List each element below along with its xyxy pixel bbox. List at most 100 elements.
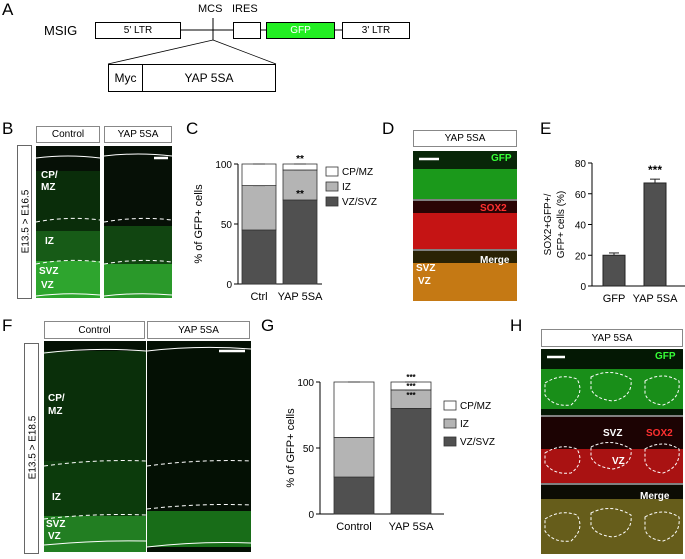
construct-name: MSIG [44,23,78,38]
chart-e-ytick-label-0: 0 [580,282,586,293]
header-yap-d: YAP 5SA [413,130,517,147]
chart-e-xlabel-0: GFP [603,293,626,305]
region-cp-b: CP/ [41,170,58,181]
chart-g-ytick-label-0: 0 [308,510,314,521]
chart-c-xlabel-0: Ctrl [250,291,267,303]
panel-label-c: C [186,119,199,138]
chart-g-annot-2: *** [406,391,416,400]
chart-c-ylabel: % of GFP+ cells [193,184,205,264]
stain-sox2-d: SOX2 [480,203,507,214]
header-control-b: Control [36,126,100,143]
ltr5-box: 5' LTR [95,22,181,39]
chart-g-ylabel: % of GFP+ cells [285,408,297,488]
micrograph-d-art [413,151,517,301]
micrograph-d [413,151,517,301]
chart-c-bar-1-vz-svz [282,199,318,285]
construct-diagram [107,18,342,65]
ires-label: IRES [232,3,258,15]
header-yap-h: YAP 5SA [541,329,683,347]
zoom-line-left [107,39,214,65]
header-control-f: Control [44,321,145,339]
timeline-bracket-f: E13.5 > E18.5 [24,343,39,554]
micrograph-h [541,349,683,554]
micrograph-control-b-art [36,146,100,298]
chart-e-ytick-label-2: 40 [575,221,587,232]
chart-c-bar-1-iz [282,169,318,201]
timeline-label-f: E13.5 > E18.5 [27,415,39,480]
timeline-label-b: E13.5 > E16.5 [20,189,32,254]
chart-e-ytick-label-1: 20 [575,251,587,262]
chart-g-xlabel-1: YAP 5SA [389,521,435,533]
chart-c-bar-0-iz [241,185,277,231]
region-svz-d: SVZ [416,263,436,274]
micrograph-control-f-art [44,341,146,552]
panel-label-e: E [540,119,552,138]
stain-gfp-h: GFP [655,351,676,362]
myc-box: Myc [108,64,143,92]
chart-g-legend-swatch-2 [443,436,457,447]
chart-c-legend-label-2: VZ/SVZ [342,197,377,208]
region-mz-b: MZ [41,182,56,193]
chart-e: 0 20 40 60 80 SOX2+GFP+/GFP+ cells (%) GFP YAP … [543,159,685,305]
chart-g-bar-1-vz-svz [390,408,432,515]
region-cp-f: CP/ [48,393,65,404]
region-vz-b: VZ [41,280,54,291]
gfp-box: GFP [266,22,335,39]
micrograph-control-f [44,341,146,552]
region-svz-b: SVZ [39,266,59,277]
header-yap-f: YAP 5SA [147,321,250,339]
micrograph-control-b [36,146,100,298]
chart-e-ytick-label-3: 60 [575,190,587,201]
region-svz-f: SVZ [46,519,66,530]
chart-g-ytick-label-2: 100 [297,378,314,389]
chart-c-xlabel-1: YAP 5SA [278,291,324,303]
mcs-label: MCS [198,3,223,15]
region-iz-f: IZ [52,492,61,503]
micrograph-yap-f-art [147,341,251,552]
region-svz-h: SVZ [603,428,623,439]
chart-c-legend-label-1: IZ [342,182,351,193]
timeline-bracket-b: E13.5 > E16.5 [17,145,32,299]
panel-label-h: H [510,316,523,335]
chart-g: 0 50 100 % of GFP+ cells Control YAP 5SA CP/MZ… [285,373,495,533]
region-mz-f: MZ [48,406,63,417]
chart-c-legend-label-0: CP/MZ [342,167,373,178]
chart-g-legend-swatch-1 [443,418,457,429]
stain-gfp-d: GFP [491,153,512,164]
panel-label-b: B [2,119,14,138]
stain-merge-d: Merge [480,255,510,266]
chart-g-bar-0-iz [333,437,375,478]
stain-merge-h: Merge [640,491,670,502]
chart-g-annot-0: *** [406,373,416,382]
chart-g-annot-1: *** [406,382,416,391]
chart-g-xlabel-0: Control [336,521,371,533]
chart-g-legend-label-0: CP/MZ [460,401,491,412]
chart-c-annot-1: ** [296,189,304,200]
region-vz-d: VZ [418,276,431,287]
micrograph-h-art [541,349,683,554]
micrograph-yap-f [147,341,251,552]
chart-c-bar-0-cp-mz [241,163,277,187]
chart-c-bar-0-vz-svz [241,229,277,285]
chart-c-ytick-label-0: 0 [226,280,232,291]
region-vz-f: VZ [48,531,61,542]
chart-e-bar-0 [602,254,626,287]
chart-c-legend-swatch-0 [325,166,339,177]
chart-e-bar-1 [643,182,667,287]
chart-g-ytick-label-1: 50 [303,444,315,455]
ires-box [233,22,261,39]
micrograph-yap-b-art [104,146,172,298]
chart-c: 0 50 100 % of GFP+ cells Ctrl YAP 5SA CP/MZ IZ V… [193,154,377,303]
panel-label-f: F [2,316,13,335]
micrograph-yap-b [104,146,172,298]
yap5sa-insert-box: YAP 5SA [142,64,276,92]
chart-g-legend-swatch-0 [443,400,457,411]
panel-label-d: D [382,119,395,138]
chart-e-ylabel-line2: GFP+ cells (%) [556,191,567,259]
region-vz-h: VZ [612,456,625,467]
chart-c-annot-0: ** [296,154,304,165]
chart-e-xlabel-1: YAP 5SA [633,293,679,305]
header-yap-b: YAP 5SA [104,126,172,143]
panel-label-g: G [261,316,275,335]
panel-label-a: A [2,0,14,19]
